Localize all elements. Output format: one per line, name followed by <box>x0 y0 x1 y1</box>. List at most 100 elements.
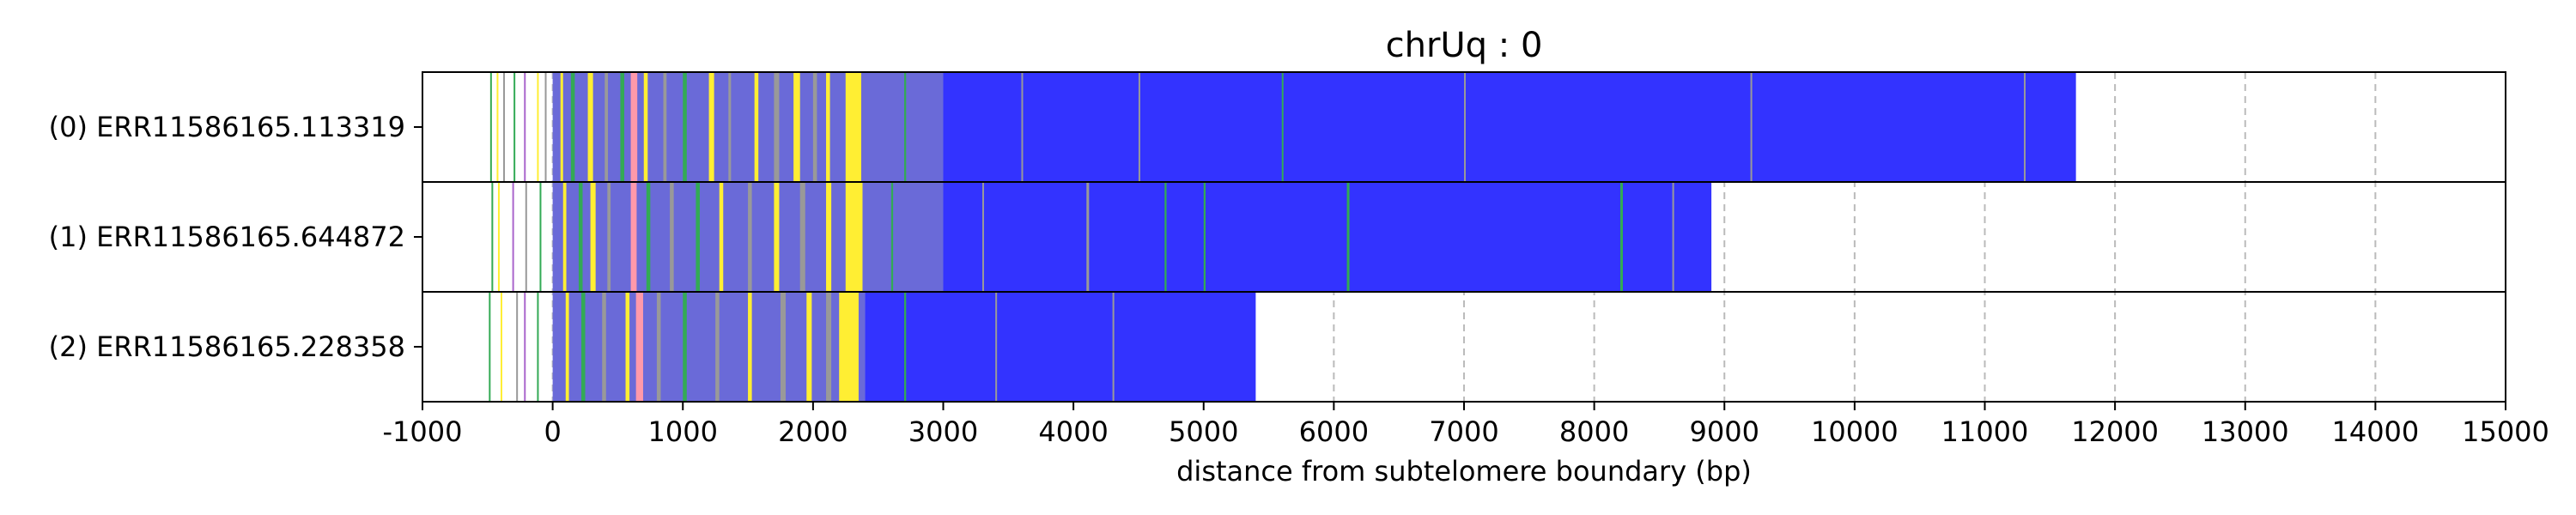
x-tick-label: 2000 <box>778 415 848 448</box>
x-tick-label: -1000 <box>383 415 463 448</box>
read-band <box>793 72 800 182</box>
read-track <box>489 72 2076 182</box>
read-band <box>1112 292 1115 402</box>
x-tick-label: 6000 <box>1299 415 1369 448</box>
read-band <box>1164 182 1167 292</box>
read-band <box>537 292 539 402</box>
read-band <box>1021 72 1024 182</box>
read-band <box>748 292 752 402</box>
read-band <box>491 182 494 292</box>
read-band <box>635 292 644 402</box>
read-band <box>774 182 780 292</box>
read-band <box>646 182 651 292</box>
read-band <box>630 72 638 182</box>
read-main-region <box>865 292 1256 402</box>
read-band <box>643 72 648 182</box>
read-band <box>620 72 625 182</box>
x-tick-label: 9000 <box>1690 415 1759 448</box>
chart-title: chrUq : 0 <box>1386 26 1543 65</box>
read-band <box>780 292 787 402</box>
read-band <box>512 182 514 292</box>
read-band <box>580 292 586 402</box>
read-band <box>826 182 832 292</box>
read-band <box>1138 72 1140 182</box>
x-axis: -1000 0 1000 2000 3000 4000 5000 6000 7000 8000 90… <box>383 402 2549 448</box>
read-band <box>513 72 516 182</box>
read-band <box>489 72 492 182</box>
read-band <box>656 292 661 402</box>
read-band <box>845 182 863 292</box>
read-main-region <box>943 182 1712 292</box>
read-track <box>491 182 1712 292</box>
read-band <box>670 182 674 292</box>
x-tick-label: 12000 <box>2071 415 2159 448</box>
x-tick-label: 5000 <box>1169 415 1238 448</box>
read-band <box>806 292 812 402</box>
read-band <box>1750 72 1753 182</box>
read-band <box>904 292 907 402</box>
read-main-region <box>943 72 2076 182</box>
read-label: (2) ERR11586165.228358 <box>49 330 405 363</box>
read-band <box>845 72 861 182</box>
read-band <box>995 292 998 402</box>
read-band <box>525 182 527 292</box>
read-band <box>719 182 724 292</box>
read-band <box>497 182 500 292</box>
read-band <box>1464 72 1466 182</box>
read-band <box>1672 182 1674 292</box>
read-band <box>812 72 817 182</box>
read-band <box>602 292 606 402</box>
read-band <box>539 182 542 292</box>
x-tick-label: 4000 <box>1038 415 1108 448</box>
read-band <box>1281 72 1284 182</box>
x-tick-label: 10000 <box>1811 415 1899 448</box>
x-tick-label: 14000 <box>2331 415 2419 448</box>
read-band <box>587 72 593 182</box>
read-band <box>503 72 506 182</box>
x-tick-label: 3000 <box>908 415 978 448</box>
x-tick-label: 7000 <box>1429 415 1498 448</box>
read-band <box>560 72 563 182</box>
read-band <box>2023 72 2026 182</box>
read-band <box>578 182 583 292</box>
read-track <box>489 292 1256 402</box>
read-label: (1) ERR11586165.644872 <box>49 221 405 253</box>
read-band <box>562 182 567 292</box>
read-repeat-region <box>552 292 866 402</box>
read-band <box>630 182 637 292</box>
read-band <box>570 72 575 182</box>
read-band <box>1086 182 1090 292</box>
read-band <box>774 72 780 182</box>
x-axis-label: distance from subtelomere boundary (bp) <box>1176 455 1752 488</box>
read-band <box>489 292 491 402</box>
read-repeat-region <box>552 72 944 182</box>
read-band <box>524 72 526 182</box>
read-band <box>663 72 667 182</box>
read-band <box>683 292 687 402</box>
read-band <box>748 182 752 292</box>
x-tick-label: 15000 <box>2462 415 2549 448</box>
x-tick-label: 11000 <box>1941 415 2029 448</box>
read-band <box>708 72 714 182</box>
read-band <box>544 72 547 182</box>
read-band <box>524 292 526 402</box>
reads-layer <box>489 72 2076 402</box>
read-band <box>496 72 499 182</box>
x-tick-label: 8000 <box>1559 415 1629 448</box>
read-band <box>605 72 609 182</box>
read-band <box>1203 182 1206 292</box>
read-band <box>625 292 630 402</box>
read-label: (0) ERR11586165.113319 <box>49 111 405 143</box>
x-tick-label: 1000 <box>648 415 718 448</box>
read-band <box>754 72 759 182</box>
x-tick-label: 13000 <box>2202 415 2289 448</box>
read-band <box>590 182 596 292</box>
read-band <box>696 182 700 292</box>
read-band <box>1619 182 1623 292</box>
read-band <box>516 292 519 402</box>
read-band <box>981 182 984 292</box>
read-band <box>890 182 894 292</box>
read-band <box>715 292 720 402</box>
read-band <box>826 292 832 402</box>
